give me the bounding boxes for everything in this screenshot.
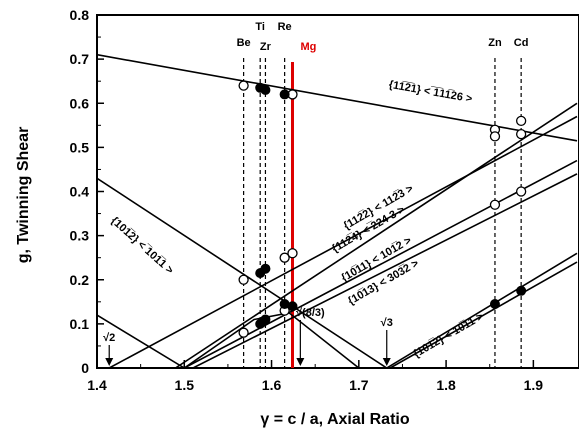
- x-tick-label: 1.4: [87, 377, 107, 393]
- annotation-arrowhead: [296, 358, 305, 366]
- x-tick-label: 1.8: [436, 377, 456, 393]
- y-tick-label: 0.3: [70, 228, 90, 244]
- filled-point: [489, 299, 500, 310]
- y-tick-label: 0.1: [70, 316, 90, 332]
- filled-point: [516, 285, 527, 296]
- plot-area: 0 0.1 0.2 0.3 0.4 0.5 0.6 0.7 0.8 1.4 1.5 1.6 1.7 1.8…: [70, 7, 579, 393]
- element-label-be: Be: [237, 37, 251, 49]
- open-point: [515, 186, 527, 197]
- series-line: [183, 159, 578, 368]
- open-point: [238, 80, 249, 91]
- y-tick-label: 0.8: [70, 7, 90, 23]
- open-point: [489, 199, 501, 210]
- element-label-mg: Mg: [300, 41, 316, 53]
- y-tick-label: 0.2: [70, 272, 90, 288]
- y-tick-label: 0.6: [70, 95, 90, 111]
- annotation-sqrt2: √2: [103, 332, 115, 344]
- element-label-ti: Ti: [255, 21, 265, 33]
- chart-labels: Be Ti Zr Re Mg Zn Cd {11̅2̅1} < ̅1̅11̅26 > {101̅…: [103, 21, 528, 366]
- x-tick-label: 1.7: [349, 377, 369, 393]
- open-point: [515, 115, 527, 127]
- annotation-arrowhead: [382, 358, 391, 366]
- series-line: [97, 177, 578, 368]
- filled-point: [287, 301, 298, 312]
- element-label-re: Re: [278, 21, 292, 33]
- annotation-sqrt3: √3: [381, 317, 393, 329]
- open-point: [238, 327, 249, 338]
- open-point: [515, 128, 527, 140]
- curve-label: {11̅2̅1} < ̅1̅11̅26 >: [388, 79, 473, 105]
- y-tick-label: 0.5: [70, 139, 90, 155]
- series-lines: [97, 53, 578, 368]
- x-axis-label: γ = c / a, Axial Ratio: [260, 411, 409, 428]
- annotation-arrowhead: [105, 358, 114, 366]
- annotation-sqrt8-3: √(8/3): [296, 307, 325, 319]
- x-tick-label: 1.6: [262, 377, 282, 393]
- y-axis-label: g, Twinning Shear: [15, 127, 32, 264]
- open-point: [238, 274, 249, 285]
- filled-point: [260, 263, 271, 274]
- y-tick-label: 0: [81, 360, 89, 376]
- filled-point: [279, 89, 290, 100]
- chart-marks: [97, 53, 578, 368]
- x-tick-label: 1.5: [175, 377, 195, 393]
- element-label-cd: Cd: [514, 37, 529, 49]
- series-line: [97, 53, 578, 142]
- curve-label: {101̅2} < 10̅11 >: [411, 310, 485, 360]
- filled-point: [260, 314, 271, 325]
- series-line: [389, 261, 578, 368]
- series-line: [175, 102, 578, 368]
- series-line: [108, 115, 578, 368]
- y-tick-label: 0.4: [70, 184, 90, 200]
- series-line: [192, 173, 578, 368]
- open-point: [287, 248, 298, 259]
- x-tick-label: 1.9: [524, 377, 544, 393]
- filled-point: [260, 85, 271, 96]
- series-line: [97, 311, 360, 368]
- y-tick-label: 0.7: [70, 51, 90, 67]
- open-point: [489, 131, 501, 142]
- open-point: [279, 252, 290, 263]
- element-label-zr: Zr: [260, 41, 272, 53]
- element-label-zn: Zn: [488, 37, 502, 49]
